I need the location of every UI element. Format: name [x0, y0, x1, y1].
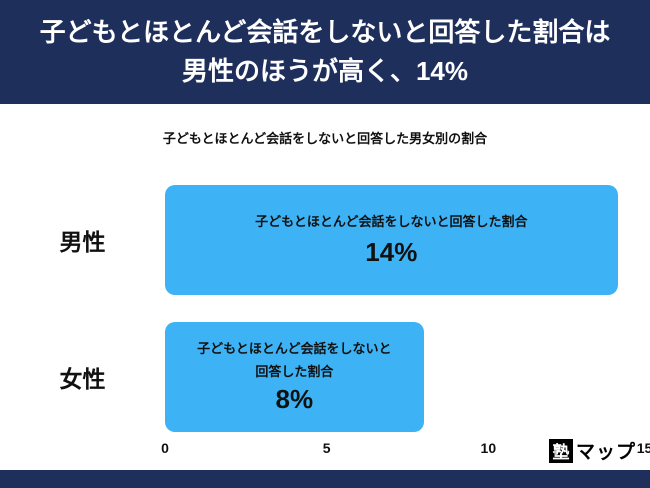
bar-male-value: 14% — [365, 237, 418, 268]
bar-area-male: 子どもとほとんど会話をしないと回答した割合 14% — [165, 185, 650, 295]
x-tick-15: 15 — [636, 440, 650, 456]
chart-area: 子どもとほとんど会話をしないと回答した男女別の割合 男性 子どもとほとんど会話を… — [0, 128, 650, 462]
bar-female: 子どもとほとんど会話をしないと 回答した割合 8% — [165, 322, 424, 432]
category-label-female: 女性 — [59, 366, 106, 392]
x-tick-5: 5 — [322, 440, 331, 456]
bar-male-annotation-line1: 子どもとほとんど会話をしないと回答した割合 — [255, 213, 528, 229]
bar-female-annotation-line1: 子どもとほとんど会話をしないと — [197, 341, 392, 356]
bar-female-value: 8% — [275, 384, 314, 414]
x-axis: 0 5 10 15 — [161, 440, 650, 462]
juku-map-logo-box: 塾 — [548, 438, 573, 463]
bottom-strip — [0, 470, 650, 488]
banner-title-line2: 男性のほうが高く、14% — [181, 56, 469, 86]
header-banner: 子どもとほとんど会話をしないと回答した割合は 男性のほうが高く、14% — [0, 0, 650, 104]
banner-title-line1: 子どもとほとんど会話をしないと回答した割合は — [39, 16, 611, 47]
juku-map-logo: 塾 マップ — [548, 437, 636, 464]
bar-row-female: 女性 子どもとほとんど会話をしないと 回答した割合 8% — [0, 322, 650, 432]
x-tick-10: 10 — [480, 440, 497, 456]
bar-male: 子どもとほとんど会話をしないと回答した割合 14% — [165, 185, 618, 295]
category-label-male: 男性 — [59, 229, 106, 255]
chart-title: 子どもとほとんど会話をしないと回答した男女別の割合 — [162, 131, 488, 146]
bar-area-female: 子どもとほとんど会話をしないと 回答した割合 8% — [165, 322, 650, 432]
bar-chart: 男性 子どもとほとんど会話をしないと回答した割合 14% 女性 子どもとほとんど… — [0, 185, 650, 462]
bar-female-annotation-line2: 回答した割合 — [255, 363, 334, 379]
bar-row-male: 男性 子どもとほとんど会話をしないと回答した割合 14% — [0, 185, 650, 295]
x-tick-0: 0 — [161, 440, 169, 456]
juku-map-logo-text: マップ — [575, 442, 636, 463]
